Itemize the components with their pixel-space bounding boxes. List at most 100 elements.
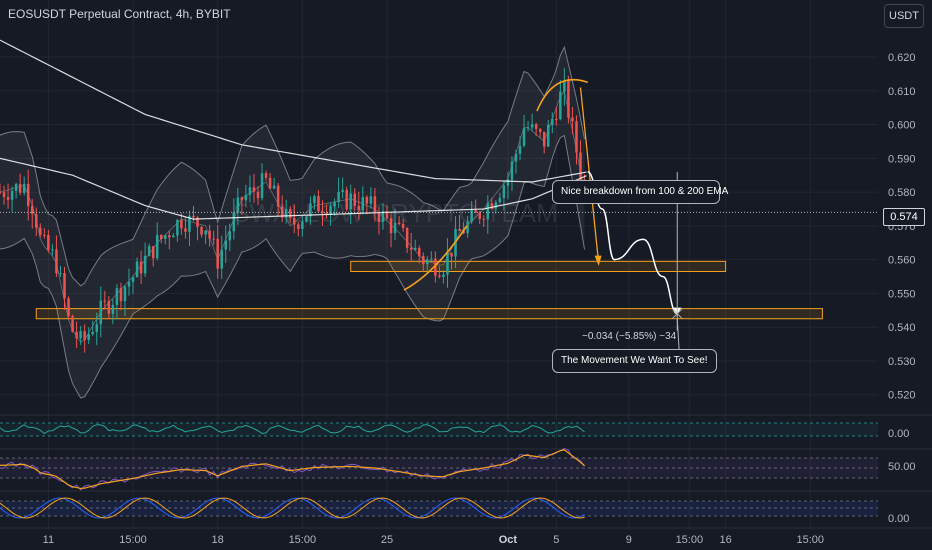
candle-body [99,300,103,325]
candle [256,186,260,206]
candle [288,206,292,224]
candle-body [111,304,115,314]
candle-body [361,197,365,211]
candle [474,199,477,213]
target-movement-note[interactable]: The Movement We Want To See! [552,349,717,373]
candle-body [494,202,498,209]
candle-body [264,173,268,178]
candle [345,186,348,212]
candle-body [462,230,465,234]
candle-body [313,196,316,204]
candle-body [252,187,256,192]
candle-body [381,211,385,222]
time-tick-label: 15:00 [676,534,704,546]
candle-body [450,252,453,257]
candle [276,182,280,217]
ema-breakdown-note[interactable]: Nice breakdown from 100 & 200 EMA [552,180,728,204]
candle [413,239,417,251]
candle-body [204,230,207,235]
candle-body [220,249,223,269]
currency-button[interactable]: USDT [884,4,924,28]
candle-body [369,196,373,204]
candle-body [176,220,179,236]
candle [563,68,566,106]
candle [2,185,6,205]
candle-body [268,177,272,189]
candle [373,187,377,222]
bollinger-lower [0,134,586,399]
candle [248,175,252,203]
candle-body [510,161,514,180]
candle [426,256,429,274]
candle [67,296,70,320]
breakdown-arrow-head [594,255,602,267]
price-tick-label: 0.580 [888,187,916,199]
candle [39,223,42,238]
candle-body [224,240,227,250]
candle [534,122,538,136]
support-zone-2 [35,308,823,320]
candle [244,184,248,207]
candle-body [91,332,94,334]
candle [200,225,203,238]
candle-body [329,206,332,215]
price-tick-label: 0.520 [888,390,916,402]
candle-body [47,235,50,251]
candle [309,196,312,225]
candle-body [373,196,377,213]
candle [264,170,268,181]
candle [389,212,393,248]
chart-title: EOSUSDT Perpetual Contract, 4h, BYBIT [8,7,231,21]
candle [321,200,324,226]
candle-body [0,192,2,194]
candle-body [341,189,344,192]
candle-body [321,211,324,213]
candle-body [474,210,477,213]
time-tick-label: 25 [381,534,393,546]
candle [478,210,481,224]
candle [409,232,413,263]
candle-body [63,273,66,299]
candle [301,215,304,237]
candle-body [143,255,147,274]
candle-body [353,193,356,206]
candle-body [35,214,38,228]
candle-body [240,197,244,201]
candle-body [490,203,494,209]
candle-body [426,259,429,265]
candle [79,326,82,345]
candle [155,222,159,261]
candle [204,230,207,244]
candle-body [103,300,107,302]
candle-body [365,197,369,204]
candle-body [309,203,312,217]
candle [341,177,344,199]
candle-body [337,191,340,203]
candle [143,242,147,277]
candle-body [293,218,296,225]
candle [51,244,54,256]
candle [268,173,272,189]
candle-body [155,234,159,259]
candle [272,177,276,190]
candle-body [563,80,566,92]
candle-body [385,211,389,219]
candle [107,296,111,320]
candle [486,195,490,234]
candle-body [522,128,526,146]
candle [111,298,115,325]
candle [212,230,215,246]
time-tick-label: 11 [43,534,54,546]
candle-body [482,218,485,220]
time-tick-label: 15:00 [289,534,317,546]
candle [393,208,397,241]
candle-body [115,288,119,305]
candle [353,188,356,211]
candle-body [551,119,554,125]
candle [59,265,62,277]
candle [131,275,135,294]
candle [575,115,578,165]
candle [0,183,2,195]
candle-body [559,91,562,120]
